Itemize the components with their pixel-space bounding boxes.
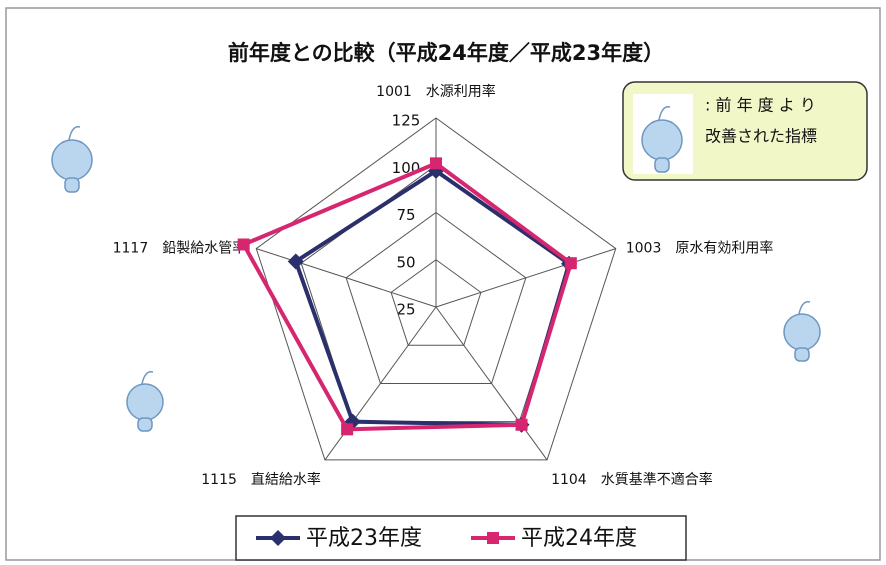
spoke <box>256 248 437 308</box>
mascot <box>126 371 164 432</box>
note-text: : 前 年 度 よ り <box>705 96 816 115</box>
series-line <box>293 168 572 427</box>
mascot <box>783 301 821 362</box>
marker <box>287 253 304 270</box>
marker <box>430 157 442 170</box>
marker <box>564 257 577 270</box>
legend-label: 平成23年度 <box>306 526 422 551</box>
chart-title: 前年度との比較（平成24年度／平成23年度） <box>228 41 664 65</box>
marker <box>237 238 250 251</box>
axis-label: 1115 直結給水率 <box>201 471 321 488</box>
tick-label: 25 <box>396 301 415 319</box>
note-text: 改善された指標 <box>705 127 817 146</box>
spoke <box>435 248 616 308</box>
tick-label: 75 <box>396 206 415 224</box>
legend: 平成23年度 平成24年度 <box>235 515 687 561</box>
spoke <box>435 306 548 461</box>
legend-marker <box>487 532 499 544</box>
marker <box>341 423 354 436</box>
axis-label: 1104 水質基準不適合率 <box>551 471 713 488</box>
tick-label: 125 <box>392 112 421 130</box>
note-box: : 前 年 度 よ り 改善された指標 <box>622 81 868 181</box>
axis-label: 1001 水源利用率 <box>376 83 496 100</box>
tick-label: 50 <box>396 253 415 271</box>
legend-frame <box>235 515 687 561</box>
legend-marker <box>270 530 286 546</box>
legend-label: 平成24年度 <box>521 526 637 551</box>
series-line <box>240 161 574 432</box>
mascot <box>641 106 683 173</box>
grid-line <box>390 259 482 346</box>
mascots <box>51 106 821 432</box>
grid-line <box>345 211 527 384</box>
marker <box>515 418 528 431</box>
mascot <box>51 126 93 193</box>
axis-label: 1003 原水有効利用率 <box>626 240 774 257</box>
axis-label: 1117 鉛製給水管率 <box>113 240 247 257</box>
